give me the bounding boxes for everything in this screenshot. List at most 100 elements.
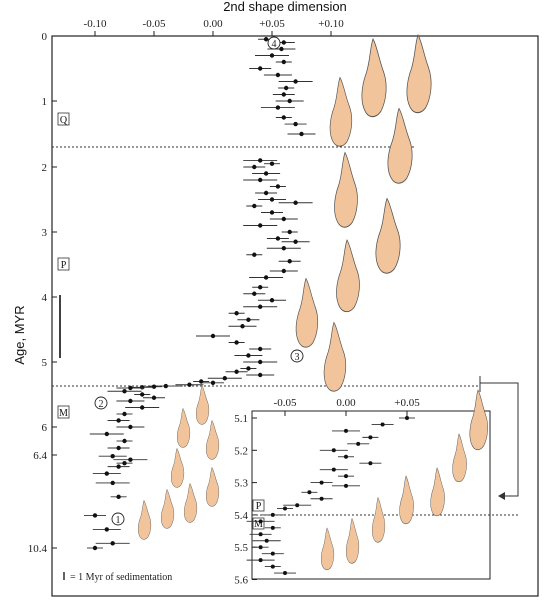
shell-icon	[137, 500, 152, 540]
data-point	[287, 98, 292, 104]
data-point	[252, 203, 257, 209]
data-point	[252, 252, 257, 257]
inset-data-point	[258, 558, 263, 563]
inset-data-point	[344, 483, 348, 488]
shell-icon	[205, 420, 220, 460]
data-point	[116, 418, 121, 423]
data-point	[281, 40, 286, 45]
inset-data-point	[283, 506, 287, 511]
x-tick-label: -0.05	[143, 18, 166, 30]
data-point	[234, 340, 239, 345]
data-point	[240, 324, 245, 329]
data-point	[92, 513, 98, 518]
svg-text:3: 3	[295, 352, 300, 363]
data-point	[258, 285, 263, 290]
y-tick-label: 1	[42, 96, 48, 108]
data-point	[263, 275, 269, 280]
data-point	[275, 236, 281, 241]
y-tick-label: 6	[42, 422, 48, 434]
shell-illustrations	[137, 34, 432, 540]
data-point	[128, 385, 133, 391]
data-point	[140, 392, 145, 397]
data-point	[293, 200, 298, 205]
data-point	[263, 190, 269, 196]
inset-data-point	[319, 480, 324, 485]
shell-icon	[183, 483, 198, 523]
data-point	[104, 471, 110, 476]
data-point	[287, 259, 292, 264]
shell-icon	[336, 239, 360, 313]
data-point	[92, 545, 98, 551]
marker-1: 1	[111, 512, 125, 526]
data-point	[263, 171, 269, 176]
inset-data-point	[270, 551, 275, 556]
data-point	[279, 46, 284, 52]
shell-icon	[329, 76, 353, 147]
data-point	[258, 223, 263, 228]
inset-x-ticks: -0.05 0.00 +0.05	[274, 397, 420, 416]
data-point	[122, 411, 127, 417]
data-point	[275, 105, 281, 110]
inset-data-point	[270, 564, 275, 569]
data-point	[293, 79, 298, 84]
data-point	[299, 131, 304, 137]
data-point	[283, 85, 289, 91]
inset-y-tick-label: 5.5	[234, 542, 248, 554]
y-tick-label: 10.4	[28, 543, 48, 555]
x-axis-title: 2nd shape dimension	[223, 0, 347, 14]
data-point	[246, 317, 251, 322]
data-point	[104, 527, 110, 532]
data-point	[258, 359, 263, 365]
shell-icon	[469, 389, 488, 451]
data-point	[116, 464, 121, 469]
data-point	[275, 184, 281, 189]
inset-data-point	[307, 490, 312, 495]
data-point	[269, 298, 275, 303]
inset-data-point	[258, 545, 263, 550]
inset-y-tick-label: 5.1	[234, 413, 248, 425]
data-point	[151, 384, 157, 389]
data-point	[246, 353, 251, 358]
y-tick-label: 5	[42, 357, 48, 369]
data-point	[269, 53, 275, 58]
data-point	[246, 366, 251, 371]
inset-data-point	[344, 474, 348, 479]
scale-bar-note: = 1 Myr of sedimentation	[70, 572, 172, 583]
epoch-q-label: Q	[60, 115, 68, 126]
y-tick-label: 4	[42, 292, 48, 304]
shell-icon	[406, 34, 432, 114]
shell-icon	[430, 467, 445, 517]
data-point	[140, 385, 145, 390]
x-tick-label: +0.05	[259, 18, 285, 30]
marker-2: 2	[94, 396, 108, 410]
shell-icon	[295, 277, 319, 348]
y-tick-label: 3	[42, 227, 48, 239]
data-point	[116, 445, 121, 451]
data-point	[258, 177, 263, 183]
data-point	[110, 541, 115, 546]
epoch-q-box	[57, 112, 70, 126]
shell-icon	[195, 385, 210, 425]
x-tick-label: -0.10	[84, 18, 107, 30]
y-tick-label: 0	[42, 31, 48, 43]
inset-connector-arrow	[480, 382, 519, 497]
data-point	[258, 304, 263, 309]
data-point	[210, 380, 216, 385]
inset-epoch-m-label: M	[254, 519, 263, 530]
data-point	[258, 158, 263, 163]
y-tick-label: 6.4	[33, 450, 47, 462]
data-point	[281, 216, 286, 222]
data-point	[275, 72, 281, 78]
epoch-p-box	[57, 257, 70, 271]
inset-data-point	[331, 448, 336, 453]
shell-icon	[361, 38, 387, 118]
inset-data-point	[295, 503, 300, 508]
data-point	[122, 438, 127, 444]
data-point	[140, 405, 145, 410]
shell-icon	[176, 408, 191, 448]
data-point	[258, 346, 263, 352]
marker-4: 4	[267, 36, 281, 50]
inset-data-point	[258, 532, 263, 537]
data-point	[151, 395, 157, 400]
